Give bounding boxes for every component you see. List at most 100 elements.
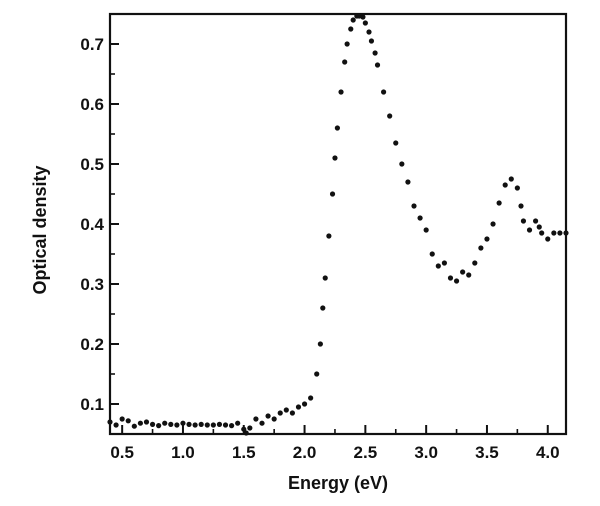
x-axis-label: Energy (eV) bbox=[288, 473, 388, 493]
plot-frame bbox=[108, 12, 568, 436]
data-point bbox=[411, 203, 417, 209]
data-point bbox=[326, 233, 332, 239]
data-point bbox=[243, 430, 249, 436]
x-tick-label: 2.5 bbox=[354, 443, 378, 462]
data-point bbox=[453, 278, 460, 284]
data-point bbox=[466, 272, 472, 278]
data-point bbox=[204, 422, 210, 428]
data-point bbox=[514, 185, 520, 191]
data-point bbox=[472, 260, 478, 266]
data-point bbox=[381, 89, 387, 95]
y-tick-label: 0.6 bbox=[80, 95, 104, 114]
x-tick-label: 3.0 bbox=[414, 443, 438, 462]
data-point bbox=[332, 155, 338, 161]
data-point bbox=[536, 224, 542, 230]
data-point bbox=[113, 422, 119, 428]
data-point bbox=[539, 230, 545, 236]
data-point bbox=[508, 176, 514, 182]
data-point bbox=[435, 263, 441, 269]
data-point bbox=[222, 422, 229, 428]
data-point bbox=[417, 215, 423, 221]
data-point bbox=[156, 423, 162, 429]
data-point bbox=[429, 251, 435, 257]
data-point bbox=[320, 305, 326, 311]
data-point bbox=[107, 419, 113, 425]
data-point bbox=[210, 422, 216, 428]
data-point bbox=[533, 218, 539, 224]
y-tick-label: 0.1 bbox=[80, 395, 104, 414]
data-point bbox=[526, 227, 533, 233]
y-axis-ticks: 0.1 0.2 0.3 0.4 0.5 0.6 0.7 bbox=[80, 35, 119, 414]
data-point bbox=[265, 413, 271, 419]
data-point bbox=[277, 410, 283, 416]
data-point bbox=[460, 269, 466, 275]
data-point bbox=[295, 404, 302, 410]
x-tick-label: 3.5 bbox=[475, 443, 499, 462]
x-axis-ticks: 0.5 1.0 1.5 2.0 2.5 3.0 3.5 4.0 bbox=[110, 425, 560, 462]
data-point bbox=[405, 179, 411, 185]
data-point bbox=[168, 421, 174, 427]
data-point bbox=[137, 420, 143, 426]
data-point bbox=[496, 200, 502, 206]
data-point bbox=[366, 29, 372, 35]
data-point bbox=[149, 421, 156, 427]
data-point bbox=[216, 421, 223, 427]
data-point bbox=[235, 420, 241, 426]
data-point bbox=[344, 41, 350, 47]
data-point bbox=[143, 419, 150, 425]
data-point bbox=[271, 416, 277, 422]
data-point bbox=[518, 203, 524, 209]
data-point bbox=[125, 418, 131, 424]
data-point bbox=[393, 140, 399, 146]
data-point bbox=[423, 227, 429, 233]
data-point bbox=[186, 421, 192, 427]
data-point bbox=[229, 423, 235, 429]
x-tick-label: 1.0 bbox=[171, 443, 195, 462]
data-point bbox=[478, 245, 484, 251]
data-point bbox=[180, 420, 186, 426]
data-point bbox=[253, 416, 259, 422]
data-point bbox=[348, 26, 354, 32]
data-point bbox=[372, 50, 378, 56]
data-point bbox=[374, 62, 381, 68]
data-point bbox=[314, 371, 320, 377]
data-point bbox=[368, 38, 375, 44]
data-point bbox=[317, 341, 323, 347]
data-point bbox=[174, 422, 180, 428]
data-point bbox=[342, 59, 348, 65]
y-axis-label: Optical density bbox=[30, 165, 50, 294]
data-point bbox=[557, 230, 563, 236]
x-tick-label: 0.5 bbox=[110, 443, 134, 462]
data-point bbox=[362, 20, 368, 26]
data-point bbox=[338, 89, 344, 95]
data-point bbox=[447, 275, 454, 281]
data-point bbox=[502, 182, 508, 188]
y-tick-label: 0.7 bbox=[80, 35, 104, 54]
data-point bbox=[520, 218, 527, 224]
data-point bbox=[259, 420, 265, 426]
data-point bbox=[399, 161, 405, 167]
y-tick-label: 0.5 bbox=[80, 155, 104, 174]
data-point bbox=[350, 17, 356, 23]
data-point bbox=[192, 422, 198, 428]
data-point bbox=[247, 425, 253, 431]
data-point bbox=[131, 423, 137, 429]
data-point bbox=[334, 125, 340, 131]
data-point bbox=[551, 230, 557, 236]
data-point bbox=[441, 260, 447, 266]
data-point bbox=[563, 230, 569, 236]
y-tick-label: 0.4 bbox=[80, 215, 104, 234]
y-tick-label: 0.3 bbox=[80, 275, 104, 294]
data-point bbox=[329, 191, 336, 197]
data-point bbox=[119, 416, 125, 422]
data-point bbox=[289, 410, 295, 416]
data-point bbox=[308, 395, 314, 401]
y-tick-label: 0.2 bbox=[80, 335, 104, 354]
data-point bbox=[283, 407, 289, 413]
data-point bbox=[490, 221, 496, 227]
series-layer bbox=[107, 13, 569, 436]
data-point bbox=[387, 113, 393, 119]
data-point bbox=[162, 420, 168, 426]
data-point bbox=[545, 236, 551, 242]
